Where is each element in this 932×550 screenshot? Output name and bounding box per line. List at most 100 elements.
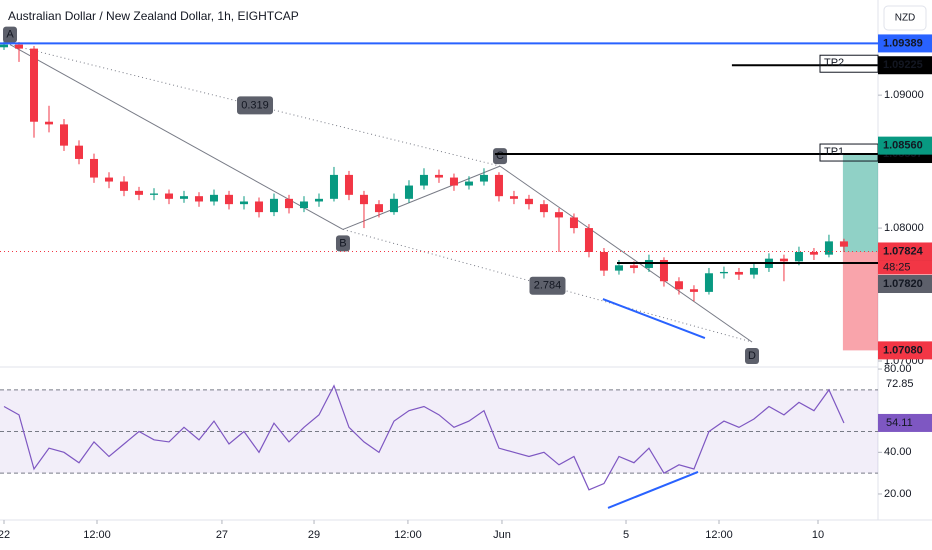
candle-body <box>104 177 113 182</box>
ratio-box <box>237 96 274 115</box>
rsi-band <box>0 389 878 474</box>
level-name: TP1 <box>824 146 844 158</box>
y-tick-label: 20.00 <box>884 488 912 500</box>
x-tick-label: 29 <box>308 529 320 541</box>
y-tick-label: 1.08000 <box>884 222 924 234</box>
price-label: 1.09389 <box>883 37 923 49</box>
candle-body <box>449 177 458 186</box>
candle-body <box>0 44 9 48</box>
pattern-point-box <box>335 235 350 252</box>
currency-box[interactable] <box>883 5 927 31</box>
price-divergence <box>602 298 706 339</box>
rsi-marker-label: 72.85 <box>886 378 914 390</box>
y-tick-label: 1.09000 <box>884 89 924 101</box>
rsi-current-box <box>878 413 932 432</box>
candle-body <box>89 158 98 178</box>
pattern-point-box <box>745 348 760 365</box>
candle-body <box>464 181 473 186</box>
pattern-point-box <box>3 26 18 43</box>
rsi-current-label: 54.11 <box>886 417 913 429</box>
countdown: 48:25 <box>883 261 911 273</box>
candle-body <box>749 267 758 275</box>
pattern-point-label: B <box>339 237 346 249</box>
price-label: 1.07824 <box>883 245 924 257</box>
candle-body <box>75 145 84 159</box>
candle-body <box>374 204 383 213</box>
chart-title: Australian Dollar / New Zealand Dollar, … <box>8 9 299 23</box>
candle-body <box>839 241 848 247</box>
y-tick-label: 80.00 <box>884 363 912 375</box>
candle-body <box>329 174 338 199</box>
candle-body <box>314 198 323 202</box>
x-tick-label: 12:00 <box>394 529 422 541</box>
price-label: 1.07080 <box>883 344 923 356</box>
x-tick-label: 22 <box>0 529 10 541</box>
x-tick-label: Jun <box>493 529 511 541</box>
rsi-divergence <box>607 470 699 509</box>
price-label-box <box>878 275 932 294</box>
candle-body <box>539 204 548 213</box>
price-label: 1.07820 <box>883 278 923 290</box>
rsi-line <box>3 384 845 491</box>
candle-body <box>704 273 713 292</box>
x-tick-label: 10 <box>812 529 824 541</box>
candle-body <box>284 198 293 209</box>
candle-body <box>359 194 368 205</box>
x-tick-label: 5 <box>623 529 629 541</box>
countdown-box <box>878 260 932 275</box>
ratio-label: 0.319 <box>241 99 269 111</box>
candle-body <box>239 201 248 205</box>
candle-body <box>734 271 743 275</box>
candle-body <box>119 181 128 191</box>
candle-body <box>569 217 578 229</box>
candle-body <box>299 201 308 209</box>
pattern-leg <box>342 165 501 230</box>
candle-body <box>404 185 413 199</box>
x-tick-label: 27 <box>216 529 228 541</box>
candle-body <box>554 212 563 218</box>
y-tick-label: 40.00 <box>884 446 912 458</box>
price-label-box <box>878 34 932 53</box>
currency: NZD <box>895 13 916 24</box>
candle-body <box>434 174 443 178</box>
candle-body <box>479 174 488 182</box>
x-tick-label: 12:00 <box>83 529 111 541</box>
candle-body <box>824 241 833 255</box>
candle-body <box>60 124 69 146</box>
pattern-point-box <box>493 148 508 165</box>
candle-body <box>659 259 668 282</box>
price-label-box <box>878 56 932 75</box>
price-label-box <box>878 242 932 261</box>
pattern-point-label: C <box>496 150 504 162</box>
candle-body <box>389 198 398 213</box>
pattern-leg <box>9 44 344 230</box>
candle-body <box>674 281 683 290</box>
candle-body <box>524 198 533 205</box>
price-label: 1.09225 <box>883 59 923 71</box>
candle-body <box>45 121 54 125</box>
candle-body <box>164 193 173 199</box>
candle-body <box>689 289 698 292</box>
candle-body <box>719 271 728 274</box>
price-label-box <box>878 136 932 155</box>
x-tick-label: 12:00 <box>705 529 733 541</box>
ratio-label: 2.784 <box>534 280 562 292</box>
candle-body <box>134 190 143 195</box>
target-zone <box>842 153 878 253</box>
candle-body <box>629 265 638 268</box>
pattern-point-label: D <box>748 350 756 362</box>
candle-body <box>419 174 428 186</box>
price-label: 1.08560 <box>883 140 923 152</box>
candle-body <box>194 196 203 202</box>
pattern-leg <box>499 165 753 343</box>
pattern-point-label: A <box>6 29 14 41</box>
candle-body <box>15 44 24 49</box>
candle-body <box>269 198 278 213</box>
candle-body <box>254 201 263 213</box>
candle-body <box>614 265 623 271</box>
candle-body <box>344 174 353 195</box>
candle-body <box>509 196 518 199</box>
candle-body <box>494 174 503 197</box>
